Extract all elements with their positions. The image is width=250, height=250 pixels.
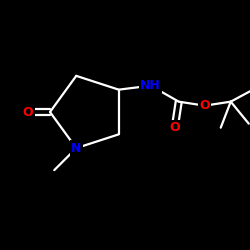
Text: O: O (200, 99, 210, 112)
Text: O: O (170, 121, 180, 134)
Text: O: O (23, 106, 33, 118)
Text: N: N (71, 142, 82, 155)
Text: NH: NH (140, 79, 161, 92)
